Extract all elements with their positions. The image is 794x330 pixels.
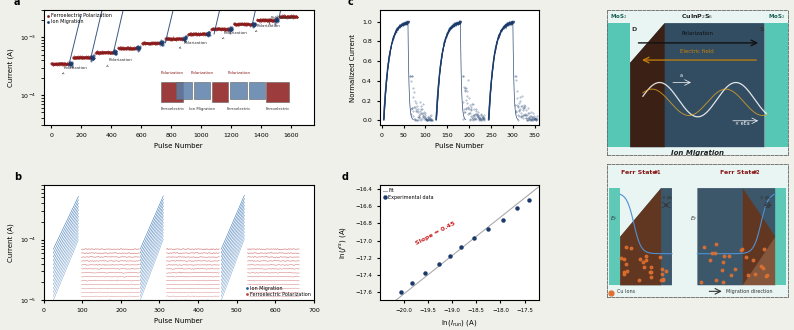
Text: Polarization: Polarization [106,58,132,66]
Fit [476,231,485,235]
Experimental data [396,290,406,294]
Experimental data [498,218,507,222]
Text: d: d [341,173,349,182]
Text: Polarization: Polarization [222,31,248,39]
Experimental data [484,227,493,231]
Legend: Ferroelectric Polarization, Ion Migration: Ferroelectric Polarization, Ion Migratio… [46,12,113,25]
Experimental data [407,281,417,285]
Y-axis label: $\ln(J^{rs})$ (A): $\ln(J^{rs})$ (A) [338,226,349,259]
Legend: Ion Migration, Ferroelectric Polarization: Ion Migration, Ferroelectric Polarizatio… [245,285,311,298]
Line: Experimental data: Experimental data [399,198,531,293]
Experimental data [513,206,522,210]
Fit [535,183,545,187]
Y-axis label: Normalized Current: Normalized Current [350,34,357,102]
Experimental data [525,198,534,202]
Fit [407,285,417,289]
Line: Fit: Fit [380,179,549,313]
Fit [530,188,540,192]
Fit [375,311,384,315]
Y-axis label: Current (A): Current (A) [8,48,14,87]
Text: Polarization: Polarization [255,24,281,32]
Fit [462,242,472,246]
Fit [544,177,553,181]
Experimental data [456,246,465,249]
Y-axis label: Current (A): Current (A) [8,223,14,262]
X-axis label: $\ln(I_{run})$ (A): $\ln(I_{run})$ (A) [441,318,477,328]
Experimental data [445,254,454,258]
Experimental data [469,236,479,240]
Text: Polarization: Polarization [63,66,88,74]
Fit [414,280,424,284]
Text: Polarization: Polarization [179,41,207,48]
Text: b: b [14,173,21,182]
Experimental data [421,271,430,275]
X-axis label: Pulse Number: Pulse Number [435,143,484,149]
X-axis label: Pulse Number: Pulse Number [155,143,203,149]
Text: Polarization: Polarization [269,16,295,24]
Legend: Fit, Experimental data: Fit, Experimental data [382,187,435,201]
X-axis label: Pulse Number: Pulse Number [155,318,203,324]
Text: Slope = 0.45: Slope = 0.45 [414,220,456,246]
Text: c: c [348,0,353,7]
Text: a: a [14,0,21,7]
Experimental data [434,262,443,266]
